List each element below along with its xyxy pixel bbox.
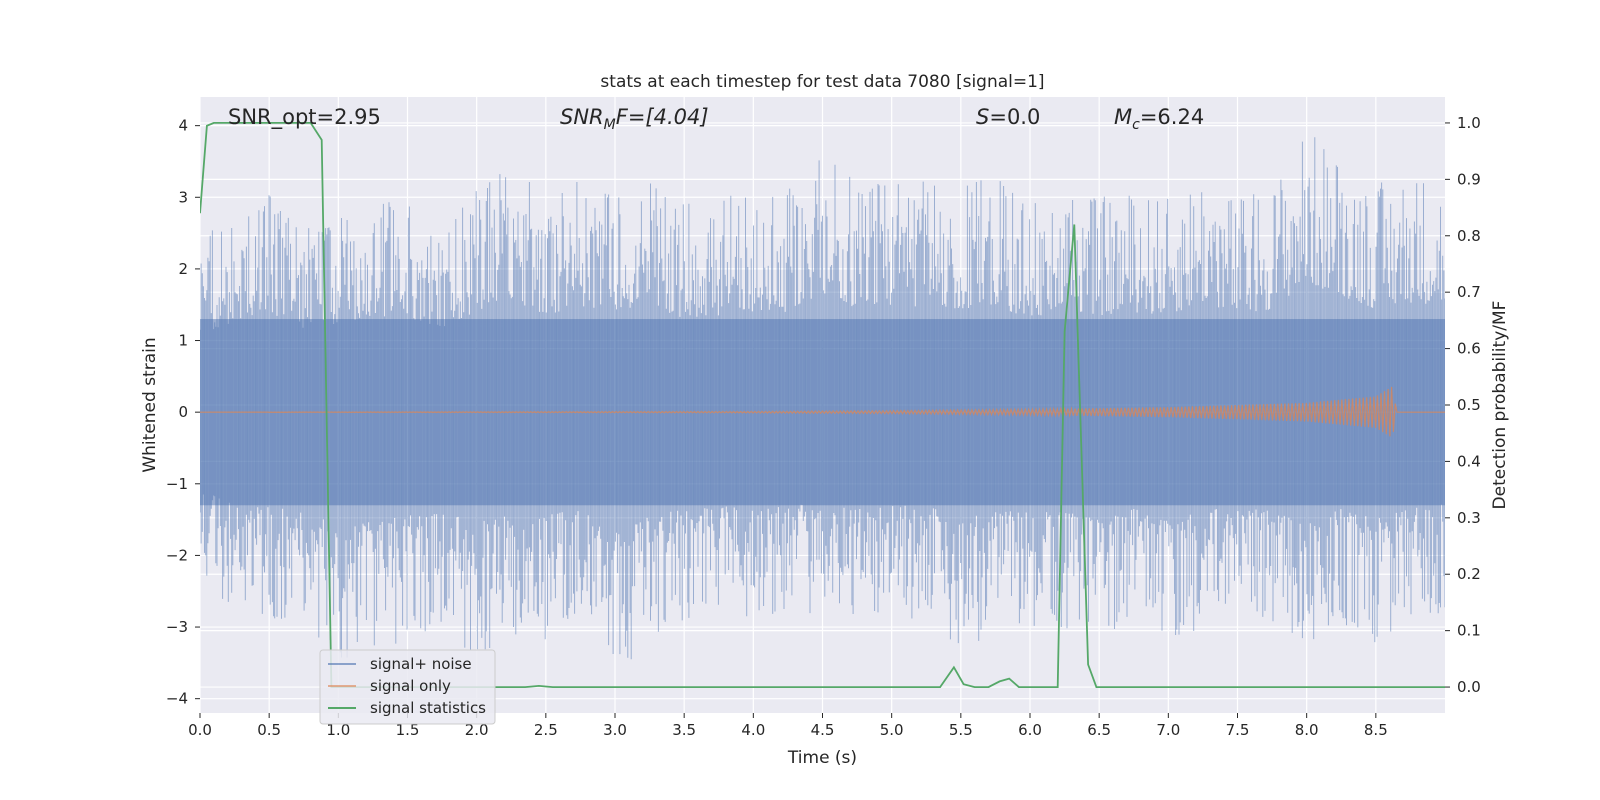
annotation-mc: Mc=6.24 (1114, 105, 1204, 133)
x-tick-label: 5.0 (880, 721, 904, 739)
y2-tick-label: 0.7 (1457, 283, 1481, 301)
annotation-mc-subscript: c (1132, 117, 1140, 133)
legend-box (319, 649, 496, 725)
signal-only-line (200, 386, 1445, 437)
y-tick-label: −1 (166, 475, 188, 493)
y-tick-label: 2 (178, 260, 188, 278)
y-tick-label: 0 (178, 403, 188, 421)
legend-label: signal+ noise (370, 655, 472, 673)
x-tick-label: 0.5 (257, 721, 281, 739)
x-tick-label: 6.5 (1087, 721, 1111, 739)
annotation-snr-mf: SNRMF=[4.04] (560, 105, 709, 133)
x-tick-label: 4.5 (811, 721, 835, 739)
y2-tick-label: 0.8 (1457, 227, 1481, 245)
legend-label: signal statistics (370, 699, 486, 717)
y-tick-label: −4 (166, 690, 188, 708)
chart-title: stats at each timestep for test data 708… (600, 72, 1044, 92)
signal-noise-line (200, 137, 1445, 660)
x-tick-label: 2.5 (534, 721, 558, 739)
y2-tick-label: 0.3 (1457, 509, 1481, 527)
axes: 0.0 0.5 1.0 1.5 2.0 2.5 3.0 3.5 4.0 4.5 5.0 5.5 6.0 6… (166, 114, 1481, 739)
x-tick-label: 1.5 (396, 721, 420, 739)
x-tick-label: 8.0 (1295, 721, 1319, 739)
annotation-mc-value: =6.24 (1140, 105, 1204, 129)
annotation-s-value: =0.0 (989, 105, 1040, 129)
x-tick-label: 7.0 (1156, 721, 1180, 739)
x-tick-label: 2.0 (465, 721, 489, 739)
x-tick-label: 8.5 (1364, 721, 1388, 739)
y-tick-label: −2 (166, 546, 188, 564)
annotation-s-symbol: S (976, 105, 989, 129)
y2-axis-label: Detection probability/MF (1490, 301, 1510, 510)
x-tick-label: 7.5 (1226, 721, 1250, 739)
y2-tick-label: 0.5 (1457, 396, 1481, 414)
y-tick-label: 3 (178, 188, 188, 206)
series-layer (200, 122, 1445, 688)
annotation-mc-symbol: M (1114, 105, 1132, 129)
x-tick-label: 0.0 (188, 721, 212, 739)
y2-tick-label: 0.0 (1457, 678, 1481, 696)
y2-tick-label: 1.0 (1457, 114, 1481, 132)
annotation-snr-opt: SNR_opt=2.95 (228, 105, 381, 130)
y2-tick-label: 0.1 (1457, 622, 1481, 640)
y2-tick-label: 0.6 (1457, 340, 1481, 358)
y2-tick-label: 0.2 (1457, 565, 1481, 583)
x-tick-label: 4.0 (741, 721, 765, 739)
y2-tick-label: 0.4 (1457, 452, 1481, 470)
x-tick-label: 6.0 (1018, 721, 1042, 739)
annotation-snr-mf-value: F=[4.04] (616, 105, 709, 129)
x-tick-label: 5.5 (949, 721, 973, 739)
legend: signal+ noise signal only signal statistic… (319, 649, 496, 725)
x-tick-label: 3.5 (672, 721, 696, 739)
legend-label: signal only (370, 677, 451, 695)
y-tick-label: −3 (166, 618, 188, 636)
y-tick-label: 1 (178, 332, 188, 350)
annotation-snr-mf-subscript: M (604, 117, 616, 133)
annotation-snr-mf-symbol: SNR (560, 105, 604, 129)
y2-tick-label: 0.9 (1457, 170, 1481, 188)
signal-statistics-line (200, 122, 1445, 688)
annotation-s: S=0.0 (976, 105, 1040, 129)
x-axis-label: Time (s) (787, 748, 857, 768)
x-tick-label: 3.0 (603, 721, 627, 739)
x-tick-label: 1.0 (326, 721, 350, 739)
y-axis-label: Whitened strain (140, 337, 160, 472)
y-tick-label: 4 (178, 117, 188, 135)
